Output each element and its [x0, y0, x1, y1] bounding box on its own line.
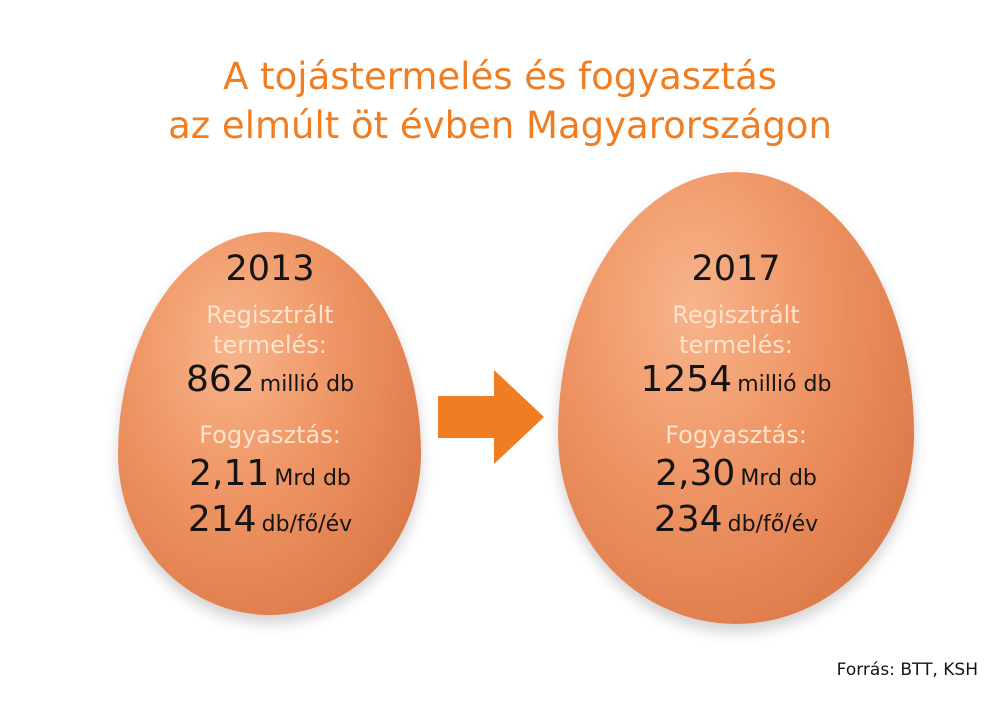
consumption-total-number: 2,11	[189, 453, 270, 494]
egg-2013-text: 2013 Regisztrált termelés: 862 millió db…	[150, 248, 390, 546]
consumption-total-unit: Mrd db	[740, 466, 817, 491]
consumption-per-capita-unit: db/fő/év	[727, 512, 819, 537]
egg-2013	[118, 232, 421, 615]
consumption-total: 2,30 Mrd db	[610, 454, 862, 500]
consumption-per-capita: 234 db/fő/év	[610, 500, 862, 546]
production-value: 862 millió db	[150, 360, 390, 406]
source-note: Forrás: BTT, KSH	[836, 660, 978, 680]
title-line-1: A tojástermelés és fogyasztás	[223, 55, 777, 98]
year-label: 2013	[225, 249, 315, 289]
consumption-label: Fogyasztás:	[199, 421, 341, 449]
page-title: A tojástermelés és fogyasztás az elmúlt …	[0, 52, 1000, 150]
production-number: 862	[185, 359, 255, 400]
production-unit: millió db	[737, 372, 832, 397]
right-arrow-icon	[438, 370, 544, 464]
egg-2017-text: 2017 Regisztrált termelés: 1254 millió d…	[610, 248, 862, 546]
production-unit: millió db	[259, 372, 355, 397]
egg-2017	[558, 172, 914, 624]
consumption-label: Fogyasztás:	[665, 421, 807, 449]
production-value: 1254 millió db	[610, 360, 862, 406]
consumption-total-number: 2,30	[655, 453, 736, 494]
consumption-per-capita-unit: db/fő/év	[261, 512, 353, 537]
year-label: 2017	[691, 249, 781, 289]
title-line-2: az elmúlt öt évben Magyarországon	[168, 104, 832, 147]
production-label-2: termelés:	[213, 331, 327, 359]
production-label-2: termelés:	[679, 331, 793, 359]
production-label-1: Regisztrált	[672, 301, 800, 329]
consumption-per-capita-number: 214	[187, 499, 257, 540]
consumption-per-capita-number: 234	[653, 499, 723, 540]
production-number: 1254	[640, 359, 733, 400]
consumption-per-capita: 214 db/fő/év	[150, 500, 390, 546]
consumption-total-unit: Mrd db	[274, 466, 351, 491]
production-label-1: Regisztrált	[206, 301, 334, 329]
consumption-total: 2,11 Mrd db	[150, 454, 390, 500]
